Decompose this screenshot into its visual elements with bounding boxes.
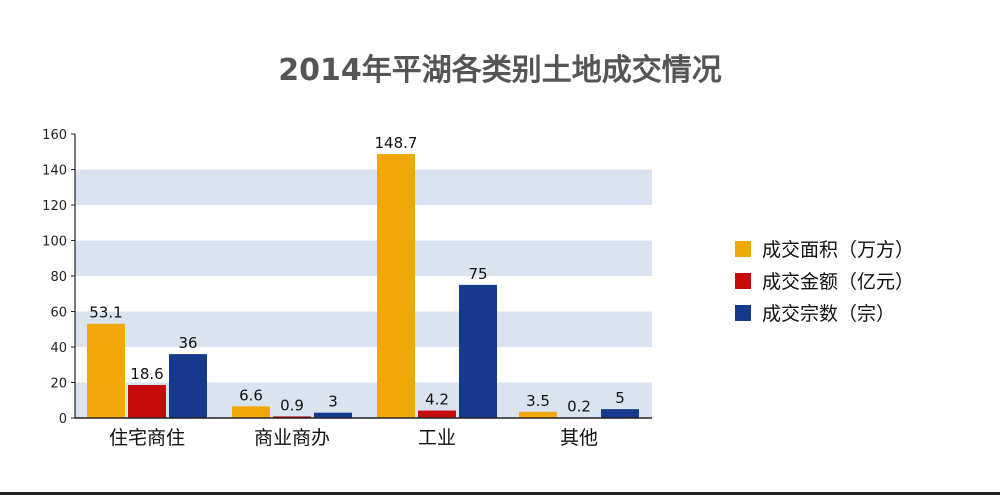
legend-label: 成交面积（万方） (762, 239, 914, 261)
category-label: 住宅商住 (109, 427, 185, 449)
bar (169, 354, 207, 418)
y-tick-label: 120 (42, 199, 67, 214)
x-axis: 住宅商住 商业商办 工业 其他 (75, 417, 652, 449)
data-label: 53.1 (89, 304, 122, 322)
y-tick-label: 80 (50, 270, 67, 285)
category-label: 其他 (560, 427, 598, 449)
y-tick-label: 100 (42, 235, 67, 250)
category-label: 工业 (418, 427, 456, 449)
grid-bands (75, 169, 652, 418)
data-label: 75 (468, 265, 487, 283)
data-label: 0.2 (567, 398, 591, 416)
bar (418, 410, 456, 418)
bar (128, 384, 166, 418)
bar (273, 416, 311, 418)
category-label: 商业商办 (254, 427, 330, 449)
data-label: 6.6 (239, 386, 263, 404)
legend-swatch (735, 241, 751, 257)
grid-band (75, 311, 652, 347)
bar (459, 284, 497, 418)
y-tick-label: 140 (42, 164, 67, 179)
data-label: 148.7 (375, 134, 418, 152)
grid-band (75, 240, 652, 276)
data-label: 0.9 (280, 396, 304, 414)
y-axis: 0 20 40 60 80 100 120 140 160 (42, 128, 76, 427)
bottom-rule (0, 492, 1000, 495)
chart-title: 2014年平湖各类别土地成交情况 (278, 53, 722, 88)
grid-band (75, 169, 652, 205)
data-label: 36 (178, 334, 197, 352)
legend-label: 成交宗数（宗） (762, 303, 895, 325)
bar (87, 323, 125, 418)
y-tick-label: 20 (50, 377, 67, 392)
data-label: 3 (328, 393, 338, 411)
y-tick-label: 60 (50, 306, 67, 321)
legend: 成交面积（万方） 成交金额（亿元） 成交宗数（宗） (735, 239, 914, 325)
bar (601, 409, 639, 418)
bars: 53.1 18.6 36 6.6 0.9 3 148.7 4.2 75 3.5 0.2 5 (87, 134, 639, 419)
y-tick-label: 0 (59, 412, 67, 427)
data-label: 3.5 (526, 392, 550, 410)
data-label: 4.2 (425, 391, 449, 409)
bar (232, 406, 270, 418)
legend-swatch (735, 273, 751, 289)
y-tick-label: 40 (50, 341, 67, 356)
legend-label: 成交金额（亿元） (762, 271, 914, 293)
bar (377, 154, 415, 418)
data-label: 18.6 (130, 365, 163, 383)
bar (314, 412, 352, 418)
legend-swatch (735, 305, 751, 321)
data-label: 5 (615, 389, 625, 407)
y-tick-label: 160 (42, 128, 67, 143)
bar (519, 411, 557, 418)
